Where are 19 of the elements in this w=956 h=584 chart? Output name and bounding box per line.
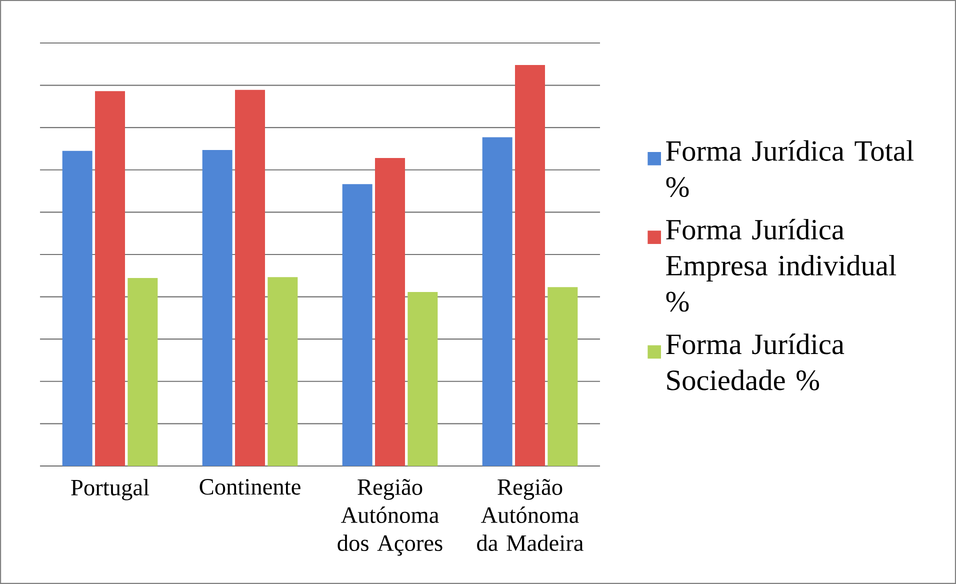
bar: [268, 277, 298, 466]
bar: [408, 292, 438, 466]
x-tick-label: Portugal: [71, 479, 150, 500]
x-tick-label: Continente: [200, 479, 300, 495]
legend-label: Forma Jurídica Sociedade %: [666, 334, 844, 390]
bar: [95, 91, 126, 466]
bar: [548, 287, 578, 466]
legend-label: Forma Jurídica Empresa individual %: [666, 218, 896, 312]
x-tick-label: Região Autónoma da Madeira: [477, 479, 584, 552]
bar: [202, 150, 232, 466]
bar: [482, 137, 512, 466]
bar: [235, 90, 266, 466]
bar: [375, 158, 406, 466]
bar: [62, 150, 92, 466]
bar: [342, 184, 372, 466]
legend-label: Forma Jurídica Total %: [666, 140, 914, 198]
bar: [515, 65, 545, 466]
bar: [128, 278, 158, 466]
x-tick-label: Região Autónoma dos Açores: [338, 479, 442, 556]
